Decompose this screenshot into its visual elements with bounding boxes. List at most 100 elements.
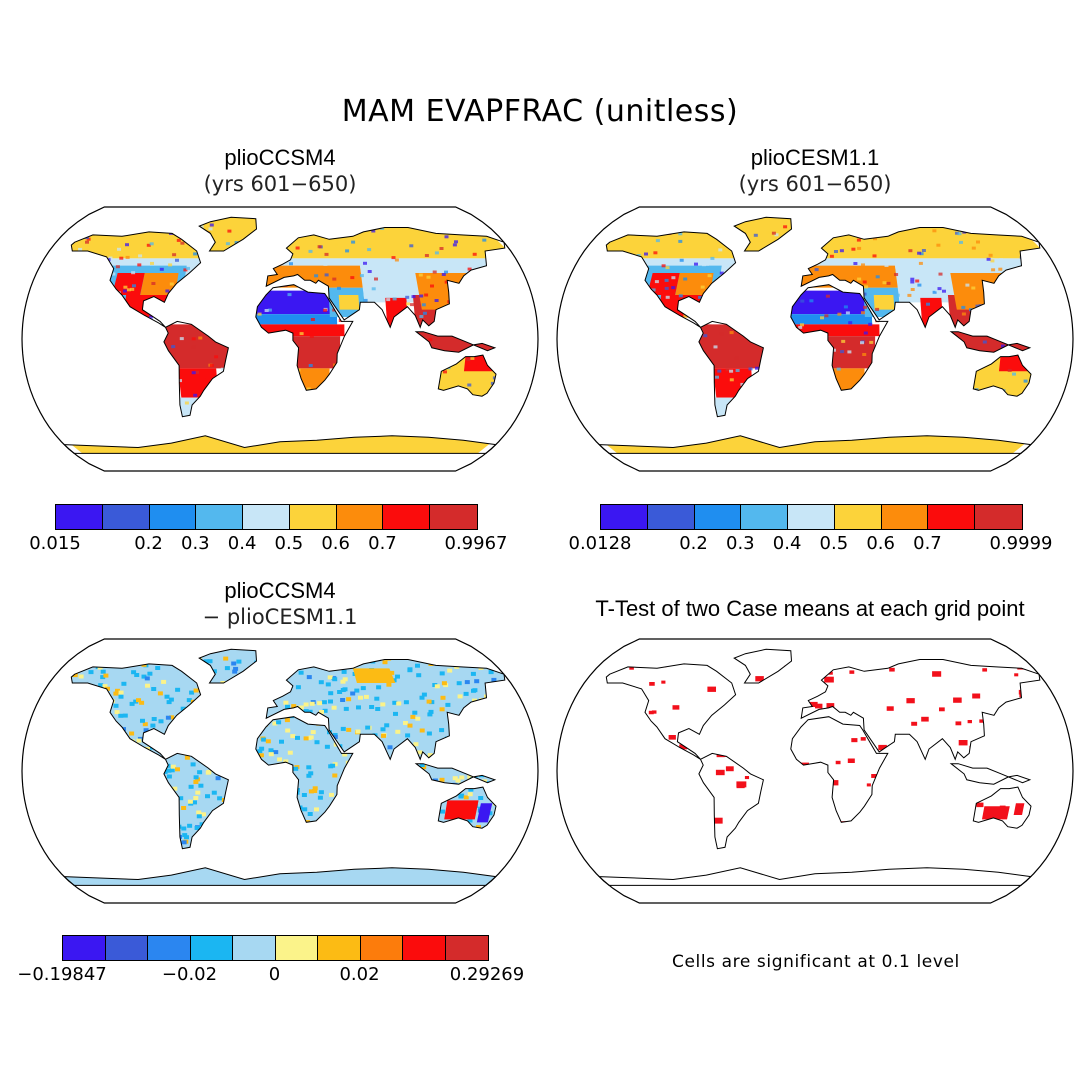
colorbar-swatch	[975, 505, 1022, 529]
map-outline	[556, 206, 1074, 472]
colorbar-swatch	[63, 936, 106, 960]
colorbar-labels-panel-1: 0.015 0.2 0.3 0.4 0.5 0.6 0.7 0.9967	[29, 533, 507, 557]
panel2-subtitle: (yrs 601−650)	[738, 172, 892, 196]
colorbar-swatch	[881, 505, 929, 529]
colorbar-tick-label: 0.2	[679, 533, 708, 554]
colorbar-tick-label: 0.29269	[449, 964, 525, 985]
colorbar-tick-label: 0.9999	[989, 533, 1053, 554]
coastline	[163, 320, 229, 418]
map-outline	[21, 638, 539, 904]
colorbar-swatch	[102, 505, 150, 529]
colorbar-tick-label: 0.015	[29, 533, 81, 554]
colorbar-tick-label: 0.5	[274, 533, 304, 554]
colorbar-swatch	[148, 936, 191, 960]
colorbar-swatch	[336, 505, 384, 529]
coastline	[972, 786, 1032, 829]
coastline	[70, 663, 202, 760]
colorbar-swatch	[56, 505, 103, 529]
colorbar-swatch	[243, 505, 290, 529]
panel3-subtitle: − plioCESM1.1	[202, 605, 358, 629]
map-outline	[556, 638, 1074, 904]
colorbar-swatch	[741, 505, 789, 529]
coastline	[698, 752, 764, 850]
colorbar-tick-label: 0	[268, 964, 281, 985]
significance-note: Cells are significant at 0.1 level	[672, 952, 960, 972]
coastline	[265, 659, 506, 761]
colorbar-swatch	[647, 505, 695, 529]
coastline	[414, 331, 497, 353]
coastline	[255, 716, 354, 823]
colorbar-tick-label: 0.6	[321, 533, 350, 554]
coastline	[800, 659, 1041, 761]
map-panel-3	[21, 638, 539, 904]
colorbar-tick-label: −0.19847	[17, 964, 107, 985]
coastline	[597, 867, 1032, 886]
colorbar-swatch	[601, 505, 648, 529]
colorbar-tick-label: 0.3	[726, 533, 755, 554]
coastline	[255, 284, 354, 391]
colorbar-swatch	[430, 505, 477, 529]
colorbar-panel-1	[55, 504, 478, 530]
colorbar-swatch	[928, 505, 976, 529]
colorbar-tick-label: 0.0128	[568, 533, 632, 554]
colorbar-swatch	[834, 505, 882, 529]
colorbar-swatch	[149, 505, 197, 529]
coastline	[949, 763, 1032, 785]
map-panel-2	[556, 206, 1074, 472]
panel1-title: plioCCSM4	[224, 145, 336, 170]
colorbar-tick-label: 0.9967	[444, 533, 508, 554]
coastline	[163, 752, 229, 850]
figure-title: MAM EVAPFRAC (unitless)	[341, 94, 739, 129]
coastline	[698, 320, 764, 418]
map-outline	[21, 206, 539, 472]
colorbar-swatch	[403, 936, 446, 960]
coastline	[733, 648, 793, 684]
colorbar-swatch	[196, 505, 244, 529]
panel2-title: plioCESM1.1	[750, 145, 880, 170]
coastline	[70, 231, 202, 328]
colorbar-tick-label: 0.7	[913, 533, 942, 554]
colorbar-tick-label: 0.4	[227, 533, 257, 554]
colorbar-panel-2	[600, 504, 1023, 530]
colorbar-swatch	[105, 936, 148, 960]
colorbar-swatch	[275, 936, 318, 960]
coastline	[437, 786, 497, 829]
coastline	[198, 648, 258, 684]
coastline	[265, 227, 506, 329]
coastline	[437, 354, 497, 397]
coastline	[790, 284, 889, 391]
colorbar-swatch	[694, 505, 742, 529]
colorbar-tick-label: 0.7	[368, 533, 397, 554]
coastline	[790, 716, 889, 823]
colorbar-swatch	[360, 936, 403, 960]
colorbar-labels-panel-3: −0.19847 −0.02 0 0.02 0.29269	[17, 964, 524, 988]
colorbar-swatch	[233, 936, 276, 960]
colorbar-tick-label: 0.3	[181, 533, 210, 554]
panel3-title: plioCCSM4	[224, 578, 336, 603]
coastline	[800, 227, 1041, 329]
coastline	[605, 663, 737, 760]
coastline	[605, 231, 737, 328]
colorbar-tick-label: 0.4	[772, 533, 802, 554]
colorbar-swatch	[383, 505, 431, 529]
panel4-title: T-Test of two Case means at each grid po…	[595, 596, 1025, 621]
coastline	[972, 354, 1032, 397]
colorbar-tick-label: 0.5	[819, 533, 849, 554]
coastline	[414, 763, 497, 785]
coastline	[949, 331, 1032, 353]
map-panel-4	[556, 638, 1074, 904]
colorbar-tick-label: 0.02	[339, 964, 380, 985]
coastline	[198, 216, 258, 252]
map-panel-1	[21, 206, 539, 472]
colorbar-tick-label: 0.6	[866, 533, 895, 554]
colorbar-tick-label: −0.02	[161, 964, 218, 985]
coastline	[733, 216, 793, 252]
colorbar-labels-panel-2: 0.0128 0.2 0.3 0.4 0.5 0.6 0.7 0.9999	[569, 533, 1053, 557]
colorbar-swatch	[190, 936, 233, 960]
colorbar-swatch	[318, 936, 361, 960]
colorbar-panel-3	[62, 935, 489, 961]
colorbar-swatch	[445, 936, 488, 960]
colorbar-tick-label: 0.2	[134, 533, 163, 554]
colorbar-swatch	[788, 505, 835, 529]
colorbar-swatch	[289, 505, 337, 529]
